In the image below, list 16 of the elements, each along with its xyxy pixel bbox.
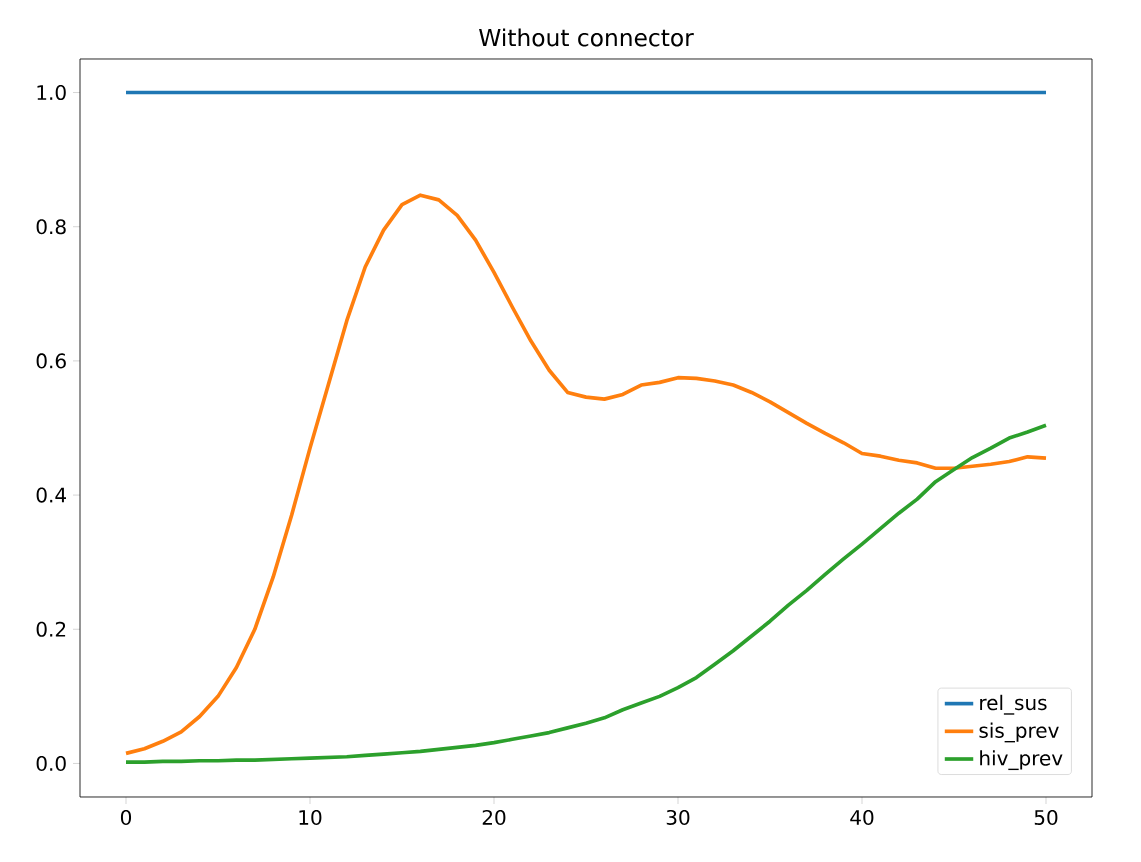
x-tick-label: 20 bbox=[482, 809, 506, 826]
legend-label: hiv_prev bbox=[980, 750, 1063, 771]
y-tick-label: 0.0 bbox=[36, 755, 66, 772]
x-tick-label: 30 bbox=[666, 809, 690, 826]
y-tick-label: 0.4 bbox=[36, 487, 66, 503]
y-tick-label: 0.6 bbox=[36, 353, 66, 369]
x-tick-label: 50 bbox=[1034, 809, 1058, 826]
y-tick-label: 1.0 bbox=[37, 84, 66, 101]
y-tick-label: 0.2 bbox=[36, 621, 66, 637]
legend-label: rel_sus bbox=[980, 694, 1047, 715]
legend-label: sis_prev bbox=[979, 722, 1059, 743]
x-tick-label: 0 bbox=[120, 809, 132, 826]
x-tick-label: 40 bbox=[850, 809, 874, 826]
chart-title: Without connector bbox=[479, 28, 694, 47]
y-tick-label: 0.8 bbox=[36, 219, 66, 235]
x-tick-label: 10 bbox=[299, 809, 322, 826]
